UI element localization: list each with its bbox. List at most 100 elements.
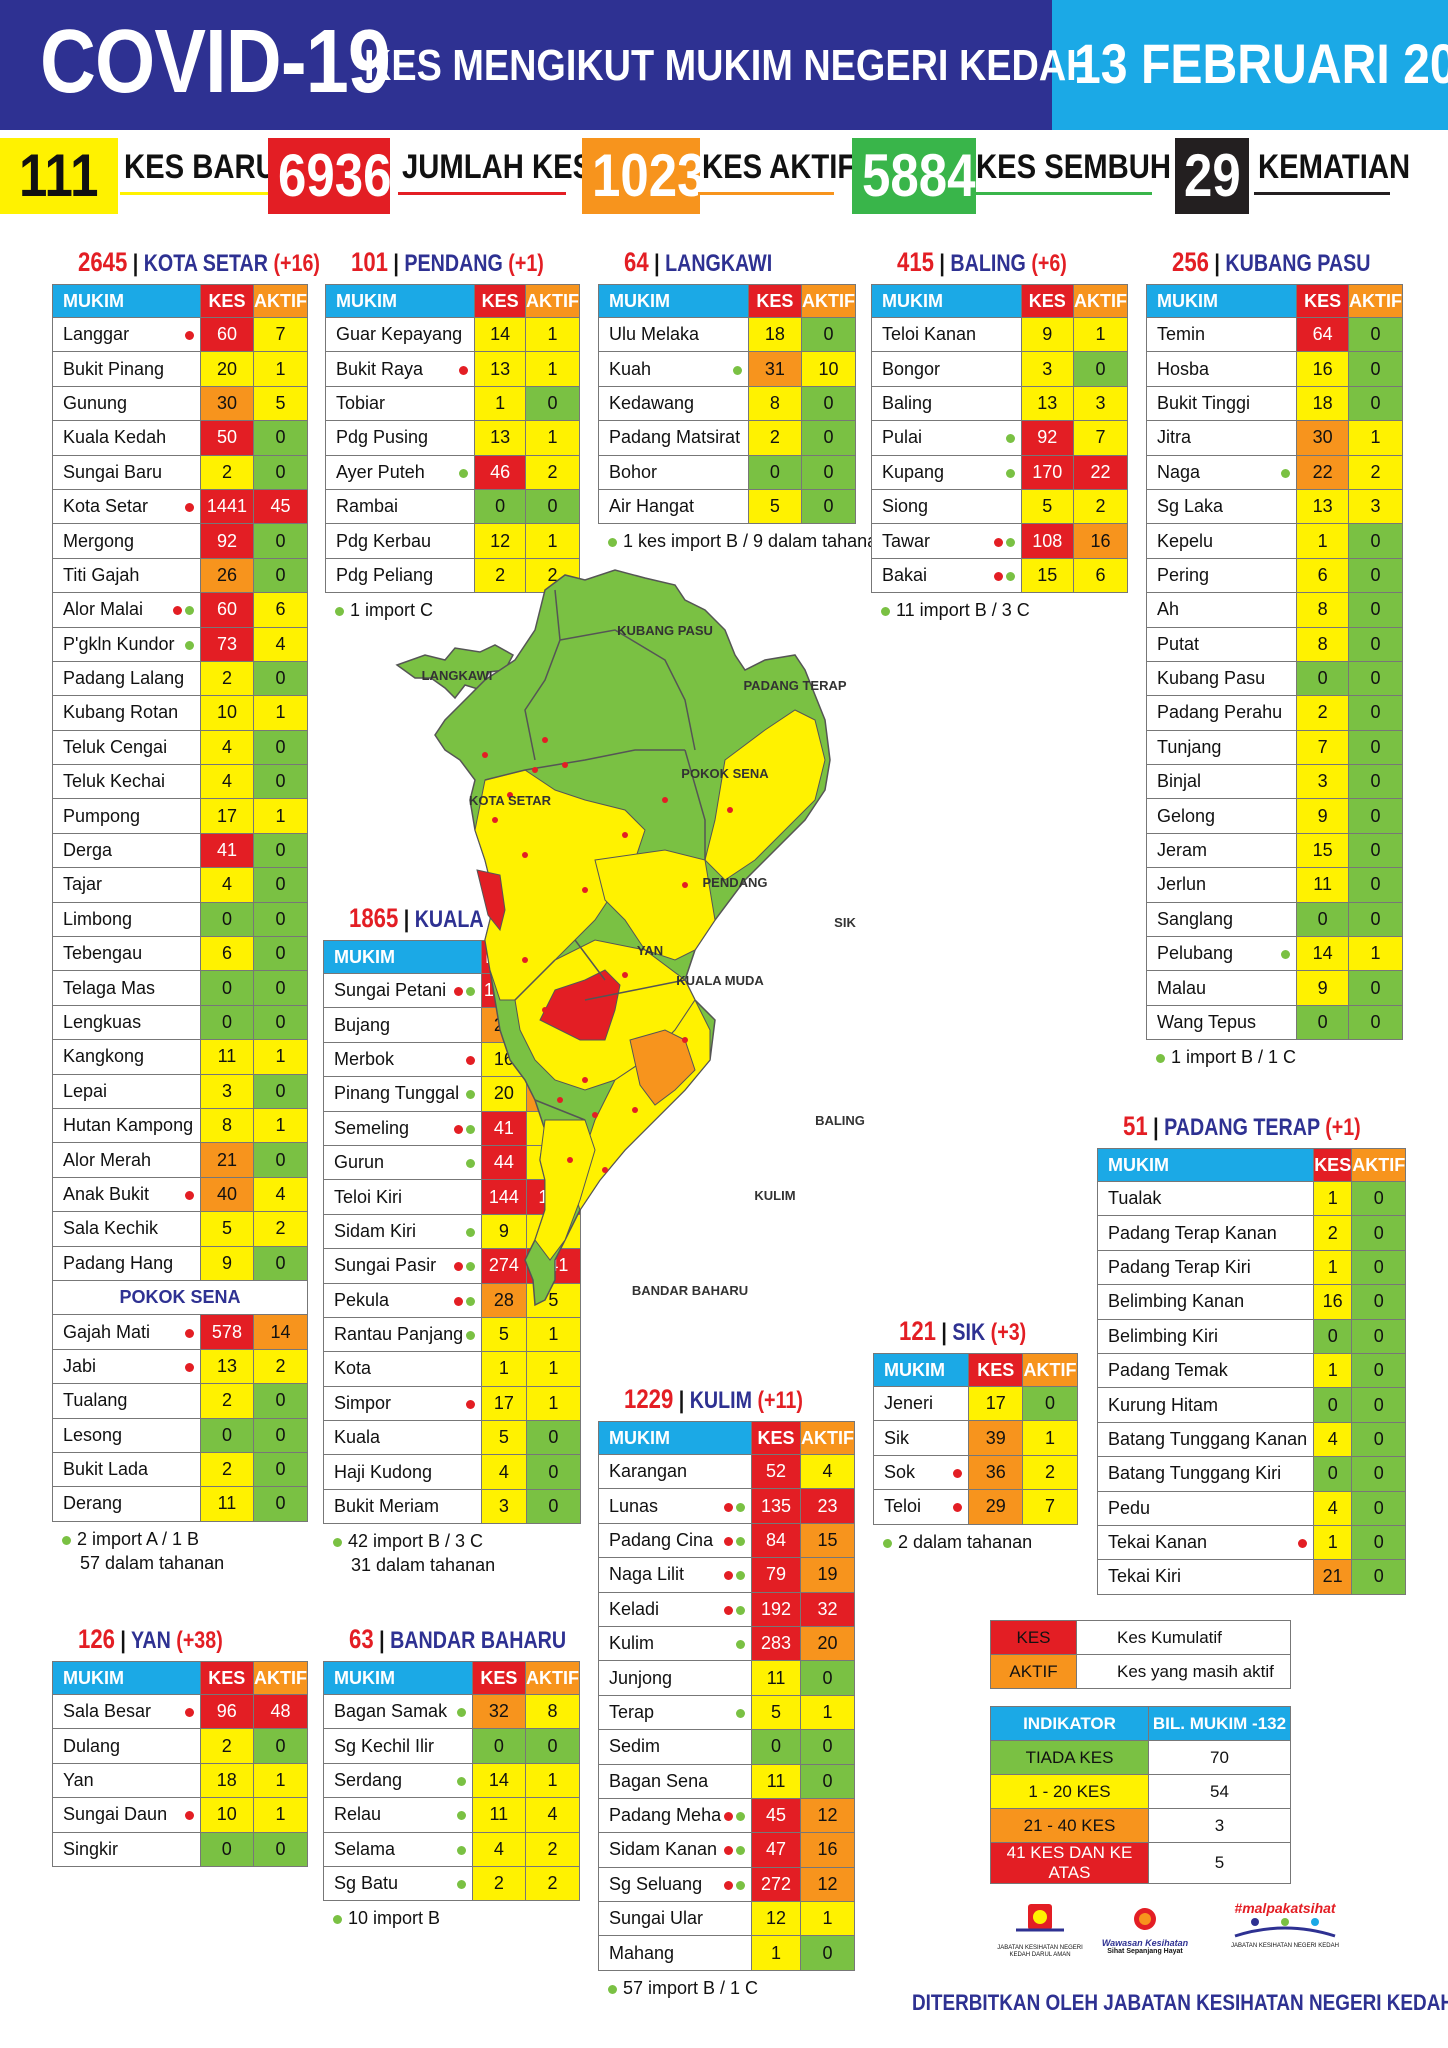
- green-dot-icon: [1281, 950, 1291, 960]
- mukim-cell: Binjal: [1145, 764, 1298, 800]
- mukim-name: Teloi: [884, 1496, 922, 1517]
- mukim-name: Malau: [1157, 977, 1207, 998]
- aktif-cell: 2: [1072, 488, 1129, 525]
- aktif-cell: 0: [252, 557, 309, 594]
- mukim-cell: Bukit Pinang: [52, 351, 201, 387]
- mukim-cell: Rambai: [324, 488, 476, 525]
- mukim-cell: Sungai Baru: [52, 454, 201, 490]
- map-label-pendang: PENDANG: [702, 875, 767, 890]
- green-dot-icon: [732, 365, 742, 375]
- mukim-cell: P'gkln Kundor: [52, 626, 201, 662]
- aktif-cell: 0: [252, 901, 309, 938]
- aktif-cell: 0: [252, 764, 309, 800]
- kes-cell: 46: [474, 454, 526, 490]
- red-dot-icon: [466, 1055, 476, 1065]
- mukim-name: Telaga Mas: [63, 977, 156, 998]
- mukim-name: Sungai Ular: [609, 1908, 704, 1929]
- mukim-cell: Bagan Samak: [323, 1693, 473, 1730]
- table-row: Teloi 29 7: [872, 1489, 1078, 1525]
- mukim-cell: Batang Tunggang Kiri: [1096, 1456, 1315, 1492]
- mukim-cell: Sok: [872, 1454, 970, 1491]
- mukim-name: Bukit Meriam: [334, 1496, 440, 1517]
- red-dot-icon: [454, 987, 464, 997]
- stat-underline: [972, 192, 1152, 195]
- kes-cell: 44: [481, 1144, 527, 1181]
- mukim-cell: Titi Gajah: [52, 557, 201, 594]
- red-dot-icon: [454, 1296, 464, 1306]
- kes-cell: 0: [751, 1729, 801, 1765]
- kes-cell: 4: [1313, 1490, 1353, 1526]
- mukim-name: Dulang: [63, 1735, 121, 1756]
- mukim-cell: Belimbing Kanan: [1096, 1284, 1315, 1320]
- mukim-cell: Kedawang: [598, 385, 749, 422]
- mukim-cell: Teloi Kanan: [871, 316, 1022, 353]
- kes-cell: 11: [199, 1039, 254, 1075]
- table-row: Baling 13 3: [871, 385, 1129, 422]
- aktif-cell: 8: [524, 1693, 581, 1730]
- mukim-cell: Sg Laka: [1145, 488, 1298, 525]
- table-row: Rantau Panjang 5 1: [322, 1316, 582, 1353]
- table-row: Bakai 15 6: [871, 557, 1129, 594]
- mukim-name: Alor Malai: [63, 599, 144, 620]
- header-aktif: AKTIF: [252, 1661, 309, 1695]
- mukim-cell: Padang Perahu: [1145, 695, 1298, 731]
- table-row: Junjong 11 0: [597, 1660, 855, 1696]
- mukim-cell: Sungai Daun: [52, 1797, 201, 1833]
- kes-cell: 96: [199, 1693, 254, 1730]
- kes-cell: 52: [751, 1453, 801, 1490]
- red-dot-icon: [184, 1362, 194, 1372]
- kes-cell: 2: [474, 557, 526, 594]
- mukim-cell: Siong: [871, 488, 1022, 525]
- kes-cell: 3: [199, 1073, 254, 1109]
- mukim-cell: Jitra: [1145, 420, 1298, 456]
- aktif-cell: 0: [1351, 1456, 1407, 1492]
- green-dot-icon: [1005, 468, 1015, 478]
- aktif-cell: 0: [252, 1142, 309, 1178]
- mukim-name: Rantau Panjang: [334, 1324, 464, 1345]
- green-dot-icon: [466, 1159, 476, 1169]
- mukim-name: Keladi: [609, 1598, 660, 1619]
- mukim-name: Hosba: [1157, 358, 1210, 379]
- malpakatsihat-title: #malpakatsihat: [1234, 1900, 1336, 1916]
- sub-district-title: POKOK SENA: [52, 1279, 308, 1316]
- mukim-name: Sedim: [609, 1736, 661, 1757]
- kes-cell: 13: [474, 420, 526, 456]
- mukim-name: Kepelu: [1157, 530, 1214, 551]
- kes-cell: 84: [751, 1522, 801, 1559]
- table-row: Mergong 92 0: [52, 523, 309, 559]
- mukim-cell: Limbong: [52, 901, 201, 938]
- note-text: 42 import B / 3 C: [348, 1531, 484, 1552]
- mukim-name: Mahang: [609, 1942, 675, 1963]
- map-case-dots: [482, 737, 733, 1173]
- table-row: Pdg Pusing 13 1: [324, 420, 581, 456]
- green-dot-icon: [456, 1776, 466, 1786]
- mukim-name: Padang Meha: [609, 1805, 722, 1826]
- mukim-name: Lunas: [609, 1495, 659, 1516]
- red-dot-icon: [724, 1846, 734, 1856]
- aktif-cell: 0: [1347, 316, 1404, 353]
- kes-cell: 8: [1296, 626, 1349, 662]
- mukim-name: Ulu Melaka: [609, 324, 700, 345]
- mukim-cell: Ayer Puteh: [324, 454, 476, 490]
- red-dot-icon: [454, 1262, 464, 1272]
- mukim-cell: Keladi: [597, 1591, 753, 1627]
- header-mukim: MUKIM: [871, 284, 1022, 318]
- header-kes: KES: [199, 284, 254, 318]
- mukim-name: Hutan Kampong: [63, 1115, 194, 1136]
- kes-cell: 92: [199, 523, 254, 559]
- wawasan-kesihatan-logo: Wawasan Kesihatan Sihat Sepanjang Hayat: [1095, 1905, 1195, 1960]
- mukim-cell: Bujang: [322, 1007, 483, 1043]
- green-dot-icon: [736, 1708, 746, 1718]
- mukim-cell: Tajar: [52, 867, 201, 903]
- red-dot-icon: [184, 1708, 194, 1718]
- mukim-cell: Singkir: [52, 1831, 201, 1867]
- kes-cell: 9: [1296, 970, 1349, 1006]
- table-row: Anak Bukit 40 4: [52, 1176, 309, 1213]
- sun-icon: [1134, 1908, 1156, 1930]
- table-row: Tunjang 7 0: [1145, 729, 1404, 766]
- aktif-cell: 16: [800, 1832, 855, 1868]
- mukim-name: Batang Tunggang Kanan: [1108, 1428, 1308, 1449]
- table-row: Alor Malai 60 6: [52, 592, 309, 628]
- district-table-bandar-baharu: MUKIM KES AKTIF Bagan Samak 32 8 Sg Kechil Ili…: [323, 1661, 581, 1902]
- mukim-name: Kangkong: [63, 1046, 145, 1067]
